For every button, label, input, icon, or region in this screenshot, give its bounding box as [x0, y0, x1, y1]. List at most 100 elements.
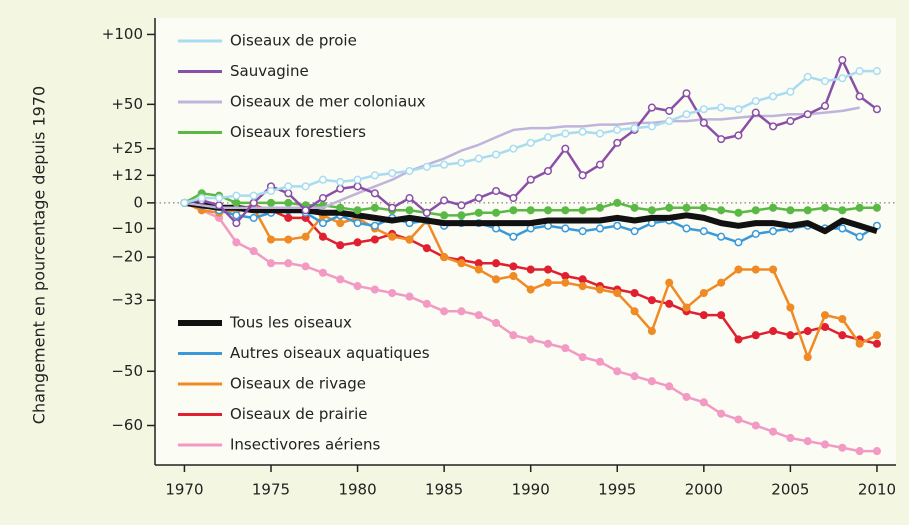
data-point — [613, 288, 622, 298]
data-point — [630, 372, 639, 381]
data-point — [318, 194, 327, 203]
data-point — [717, 232, 726, 241]
data-point — [717, 409, 726, 418]
legend-label: Oiseaux de proie — [230, 32, 357, 50]
legend-label: Autres oiseaux aquatiques — [230, 344, 430, 362]
data-point — [803, 353, 812, 362]
data-point — [180, 198, 189, 207]
data-point — [336, 184, 345, 193]
data-point — [509, 262, 518, 271]
data-point — [769, 427, 778, 436]
data-point — [786, 331, 795, 340]
data-point — [595, 160, 604, 169]
y-tick-label: −10 — [111, 219, 143, 237]
data-point — [751, 331, 760, 340]
data-point — [405, 194, 414, 203]
data-point — [561, 271, 570, 281]
data-point — [440, 196, 449, 205]
series-line — [184, 106, 860, 210]
data-point — [647, 296, 656, 305]
y-tick-label: +12 — [111, 166, 143, 184]
data-point — [336, 219, 345, 228]
data-point — [665, 299, 674, 308]
data-point — [266, 186, 276, 196]
data-point — [543, 166, 553, 176]
legend-label: Sauvagine — [230, 62, 309, 80]
data-point — [613, 221, 622, 230]
data-point — [595, 203, 604, 212]
data-point — [284, 198, 293, 207]
data-point — [838, 314, 847, 324]
data-point — [699, 118, 708, 127]
data-point — [751, 206, 760, 215]
x-tick-label: 1970 — [165, 481, 203, 499]
data-point — [405, 235, 414, 244]
data-point — [509, 271, 518, 281]
data-point — [769, 203, 778, 212]
data-point — [595, 129, 604, 138]
data-point — [838, 443, 847, 452]
data-point — [647, 377, 656, 386]
data-point — [838, 224, 847, 233]
data-point — [769, 227, 778, 236]
data-point — [855, 67, 864, 76]
data-point — [474, 311, 483, 320]
data-point — [232, 211, 241, 220]
data-point — [769, 122, 778, 131]
data-point — [682, 203, 691, 212]
data-point — [838, 55, 847, 65]
data-point — [613, 138, 622, 147]
data-point — [734, 265, 743, 274]
data-point — [751, 108, 760, 117]
y-tick-label: −50 — [111, 362, 143, 380]
data-point — [578, 127, 587, 136]
y-tick-label: −60 — [111, 416, 143, 434]
data-point — [440, 307, 449, 316]
data-point — [405, 206, 414, 215]
legend-label: Tous les oiseaux — [229, 314, 352, 332]
data-point — [388, 232, 397, 241]
data-point — [526, 138, 535, 147]
data-point — [803, 110, 812, 119]
data-point — [370, 285, 379, 294]
data-point — [405, 166, 414, 176]
legend-label: Oiseaux de mer coloniaux — [230, 93, 426, 111]
data-point — [699, 398, 708, 407]
data-point — [699, 203, 708, 212]
data-point — [284, 189, 293, 198]
data-point — [249, 191, 258, 200]
data-point — [717, 135, 726, 144]
data-point — [474, 208, 483, 217]
data-point — [820, 322, 830, 332]
data-point — [526, 265, 535, 274]
legend-label: Oiseaux de rivage — [230, 375, 366, 393]
data-point — [561, 278, 570, 287]
data-point — [665, 106, 674, 115]
data-point — [370, 203, 379, 212]
data-point — [820, 440, 830, 449]
data-point — [440, 211, 449, 220]
data-point — [786, 433, 795, 443]
data-point — [751, 265, 760, 274]
data-point — [336, 177, 345, 186]
data-point — [457, 158, 466, 167]
data-point — [266, 235, 276, 244]
data-point — [595, 285, 604, 294]
data-point — [595, 357, 604, 366]
data-point — [838, 206, 847, 215]
data-point — [751, 421, 760, 430]
data-point — [578, 171, 587, 180]
data-point — [769, 92, 778, 101]
data-point — [665, 117, 674, 126]
data-point — [440, 253, 449, 262]
data-point — [249, 198, 258, 207]
data-point — [492, 275, 501, 284]
x-tick-label: 1975 — [252, 481, 290, 499]
data-point — [492, 318, 501, 328]
data-point — [578, 282, 587, 291]
data-point — [786, 117, 795, 126]
data-point — [699, 288, 708, 298]
data-point — [734, 208, 743, 217]
data-point — [630, 307, 639, 316]
legend-label: Insectivores aériens — [230, 436, 380, 454]
